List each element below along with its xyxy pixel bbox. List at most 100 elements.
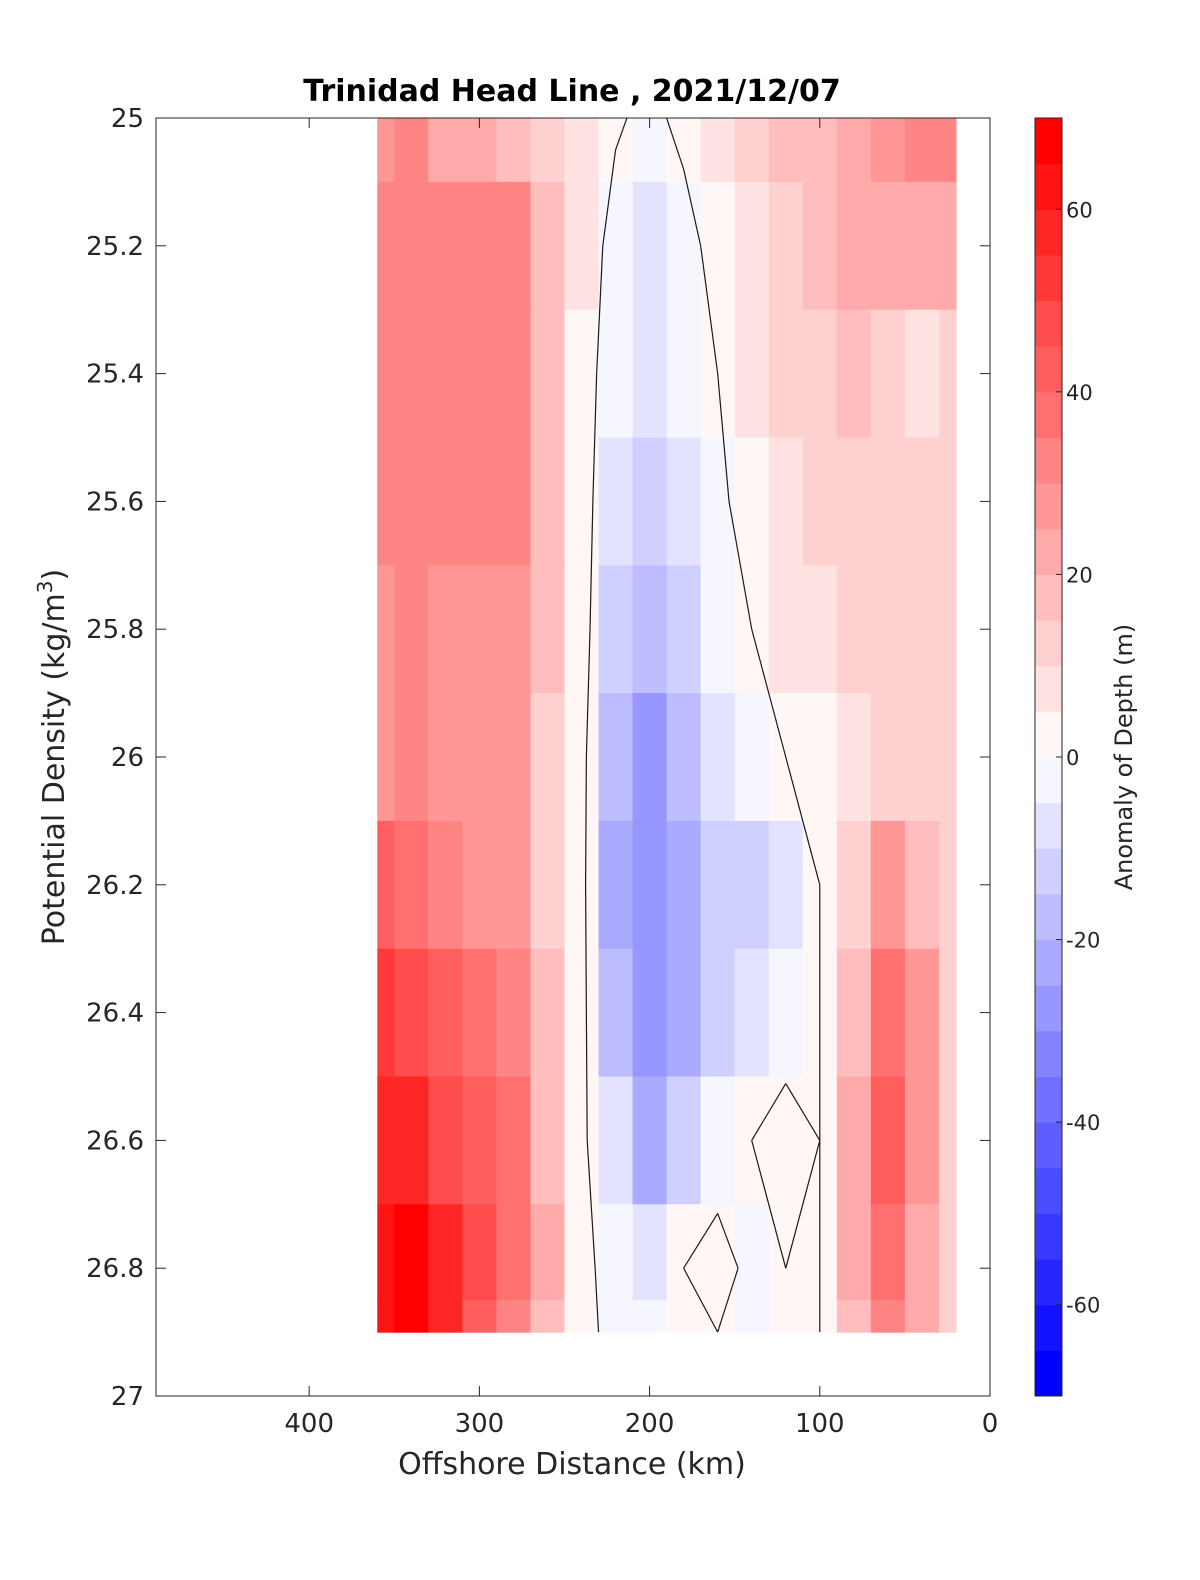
contour-cell bbox=[530, 693, 566, 822]
contour-cell bbox=[598, 181, 634, 311]
contour-cell bbox=[666, 693, 702, 822]
contour-cell bbox=[598, 1076, 634, 1205]
contour-cell bbox=[462, 693, 498, 822]
y-tick-label: 25.4 bbox=[86, 360, 144, 390]
y-tick-label: 25.6 bbox=[86, 487, 144, 517]
contour-cell bbox=[734, 181, 770, 311]
zero-contour-segment bbox=[717, 373, 730, 502]
y-tick-label: 26 bbox=[111, 743, 144, 773]
contour-cell bbox=[768, 820, 804, 950]
contour-cell bbox=[768, 1076, 804, 1205]
colorbar-tick-label: -60 bbox=[1066, 1294, 1100, 1318]
contour-cell bbox=[394, 1300, 429, 1333]
contour-cell bbox=[462, 309, 498, 439]
y-axis-label: Potential Density (kg/m3) bbox=[33, 569, 72, 945]
contour-cell bbox=[938, 437, 957, 566]
colorbar-band bbox=[1035, 1259, 1062, 1306]
contour-cell bbox=[564, 565, 600, 694]
contour-cell bbox=[802, 181, 838, 311]
contour-cell bbox=[768, 948, 804, 1078]
zero-contour-segment bbox=[751, 1083, 787, 1141]
contour-cell bbox=[734, 1204, 770, 1301]
contour-cell bbox=[394, 118, 429, 183]
contour-cell bbox=[496, 1204, 532, 1301]
contour-cell bbox=[428, 309, 463, 439]
y-tick-label: 26.2 bbox=[86, 871, 144, 901]
zero-contour-segment bbox=[683, 1267, 719, 1333]
contour-cell bbox=[428, 437, 463, 566]
zero-contour-segment bbox=[700, 245, 719, 374]
contour-cell bbox=[394, 309, 429, 439]
contour-cell bbox=[870, 693, 906, 822]
contour-cell bbox=[938, 1076, 957, 1205]
colorbar bbox=[1035, 118, 1062, 1397]
contour-cell bbox=[496, 948, 532, 1078]
y-tick-label: 27 bbox=[111, 1382, 144, 1412]
contour-cell bbox=[632, 1204, 668, 1301]
contour-cell bbox=[377, 437, 395, 566]
contour-cell bbox=[564, 693, 600, 822]
contour-cell bbox=[530, 820, 566, 950]
contour-cell bbox=[768, 309, 804, 439]
contour-cell bbox=[870, 118, 906, 183]
contour-cell bbox=[564, 181, 600, 311]
contour-cell bbox=[598, 565, 634, 694]
contour-cell bbox=[904, 693, 940, 822]
contour-cell bbox=[666, 1076, 702, 1205]
contour-cell bbox=[700, 948, 736, 1078]
contour-cell bbox=[802, 693, 838, 822]
contour-cell bbox=[428, 693, 463, 822]
colorbar-band bbox=[1035, 346, 1062, 393]
contour-cell bbox=[938, 948, 957, 1078]
contour-cell bbox=[377, 1300, 395, 1333]
zero-contour-segment bbox=[683, 1213, 719, 1269]
colorbar-band bbox=[1035, 209, 1062, 256]
colorbar-band bbox=[1035, 985, 1062, 1032]
colorbar-band bbox=[1035, 118, 1062, 165]
contour-cell bbox=[938, 181, 957, 311]
x-axis-label: Offshore Distance (km) bbox=[398, 1447, 746, 1482]
contour-cell bbox=[496, 693, 532, 822]
contour-cell bbox=[598, 309, 634, 439]
contour-cell bbox=[802, 565, 838, 694]
contour-cell bbox=[870, 1300, 906, 1333]
contour-cell bbox=[462, 181, 498, 311]
contour-cell bbox=[700, 181, 736, 311]
colorbar-band bbox=[1035, 1167, 1062, 1214]
contour-cell bbox=[768, 565, 804, 694]
colorbar-band bbox=[1035, 391, 1062, 438]
colorbar-label: Anomaly of Depth (m) bbox=[1110, 624, 1138, 891]
contour-cell bbox=[428, 181, 463, 311]
contour-cell bbox=[938, 693, 957, 822]
chart-title: Trinidad Head Line , 2021/12/07 bbox=[303, 74, 840, 109]
contour-cell bbox=[462, 1204, 498, 1301]
colorbar-tick-label: -20 bbox=[1066, 929, 1100, 953]
colorbar-band bbox=[1035, 1213, 1062, 1260]
contour-cell bbox=[836, 565, 872, 694]
contour-cell bbox=[564, 820, 600, 950]
contour-cell bbox=[666, 181, 702, 311]
y-axis-label-close: ) bbox=[37, 569, 72, 581]
contour-cell bbox=[734, 693, 770, 822]
contour-cell bbox=[836, 693, 872, 822]
contour-cell bbox=[598, 948, 634, 1078]
y-tick-label: 26.6 bbox=[86, 1126, 144, 1156]
contour-cell bbox=[836, 309, 872, 439]
x-tick-label: 400 bbox=[284, 1409, 334, 1439]
contour-cell bbox=[598, 820, 634, 950]
contour-cell bbox=[904, 1300, 940, 1333]
y-tick-label: 25.8 bbox=[86, 615, 144, 645]
contour-cell bbox=[938, 309, 957, 439]
y-axis-label-main: Potential Density (kg/m bbox=[37, 593, 72, 945]
colorbar-band bbox=[1035, 848, 1062, 895]
colorbar-band bbox=[1035, 802, 1062, 849]
contour-cell bbox=[496, 309, 532, 439]
zero-contour-segment bbox=[592, 373, 598, 502]
contour-cell bbox=[598, 1300, 634, 1333]
zero-contour-segment bbox=[586, 1140, 596, 1269]
colorbar-band bbox=[1035, 1304, 1062, 1351]
y-tick-label: 26.8 bbox=[86, 1254, 144, 1284]
contour-cell bbox=[394, 437, 429, 566]
zero-contour-segment bbox=[585, 629, 591, 758]
zero-contour-segment bbox=[728, 501, 753, 630]
